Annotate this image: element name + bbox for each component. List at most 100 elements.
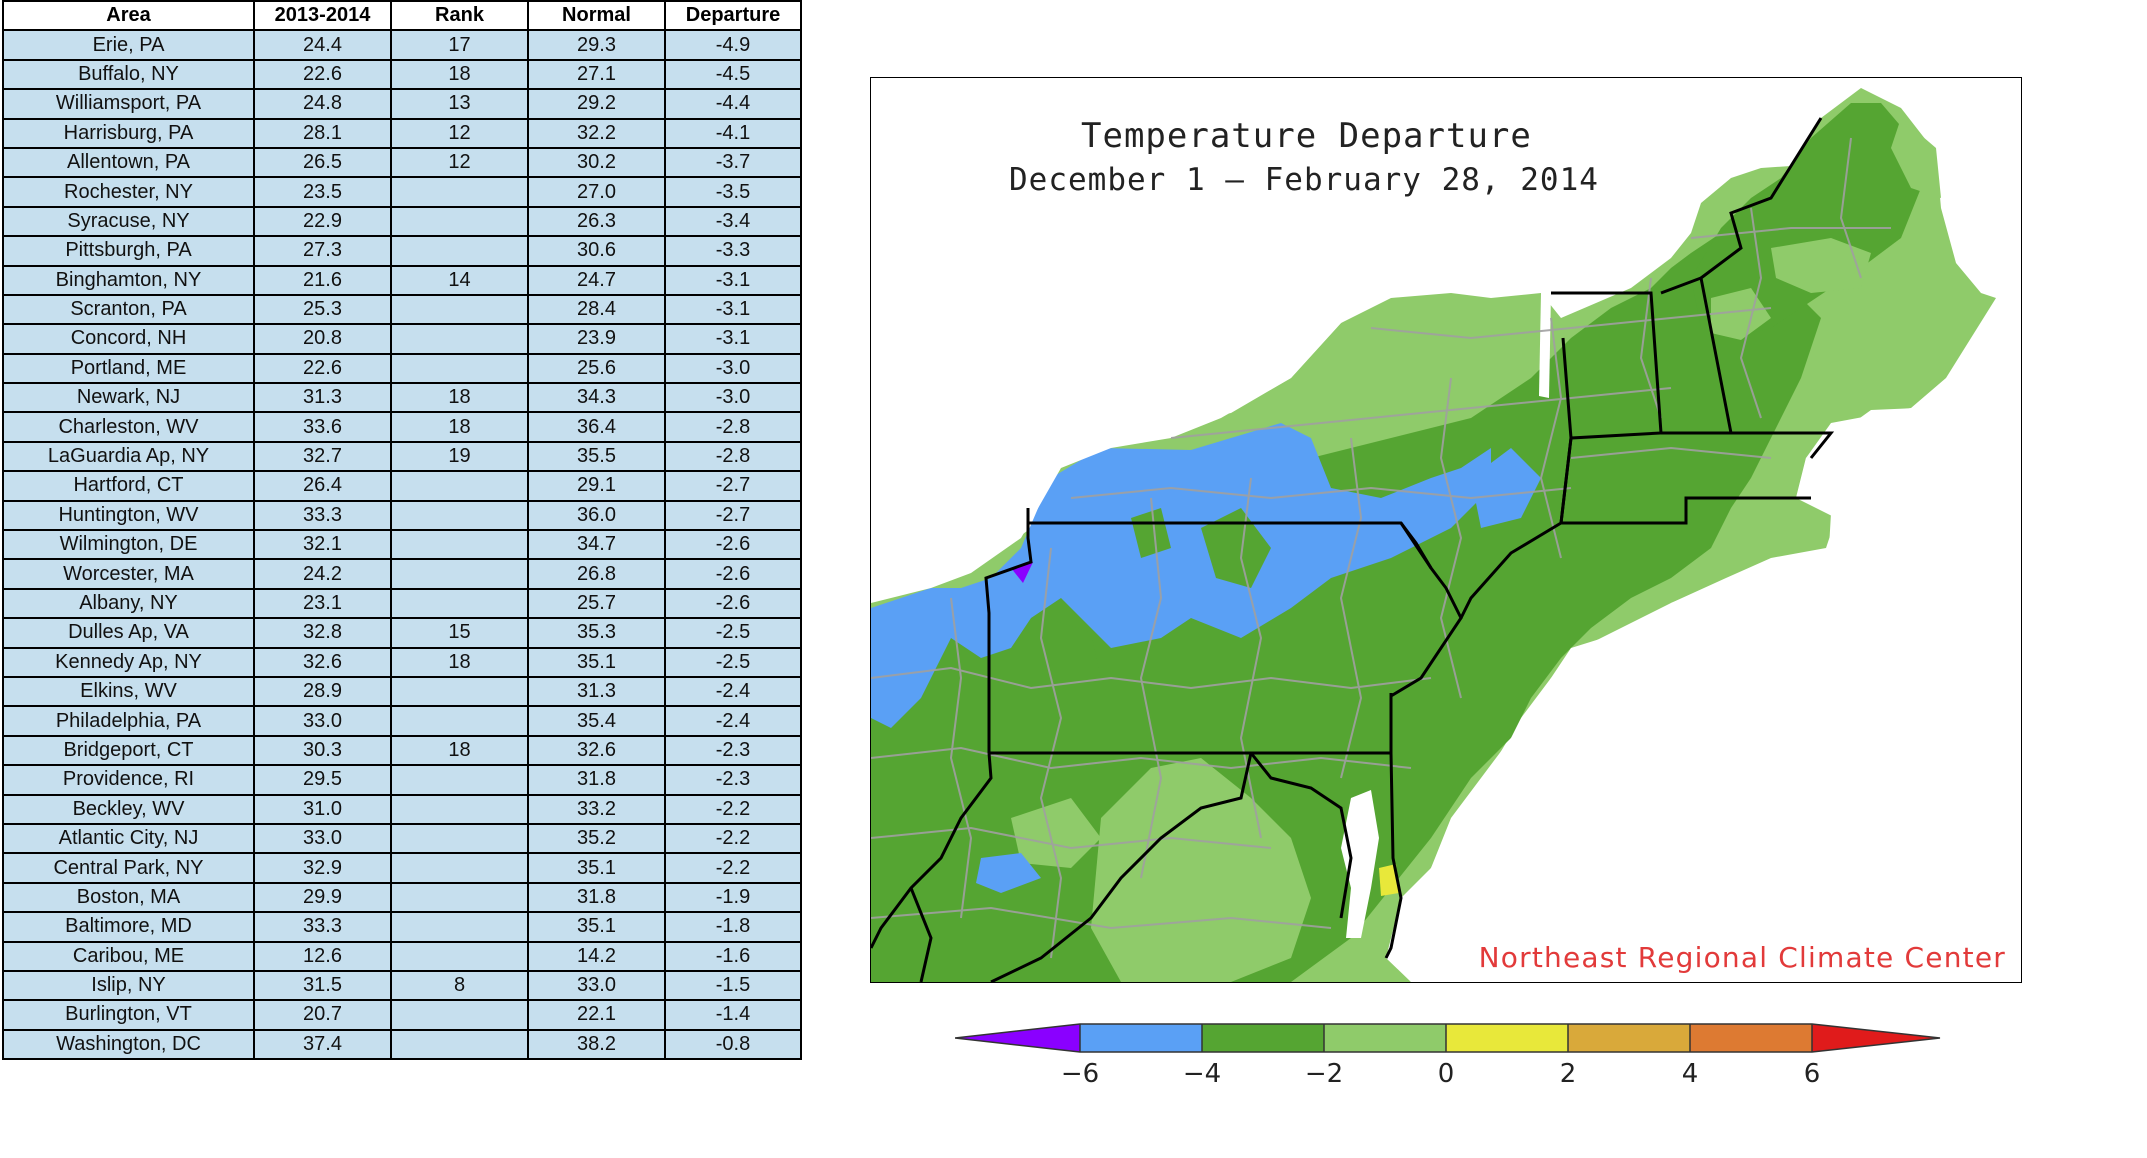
column-header-departure: Departure <box>664 0 802 32</box>
cell-area: Williamsport, PA <box>2 88 255 120</box>
table-row: Philadelphia, PA 33.0 35.4 -2.4 <box>2 705 802 737</box>
cell-normal: 35.1 <box>527 852 666 884</box>
cell-departure: -3.5 <box>664 176 802 208</box>
cell-departure: -3.1 <box>664 264 802 296</box>
cell-season-temp: 20.8 <box>253 323 392 355</box>
cell-rank <box>390 705 529 737</box>
cell-rank <box>390 323 529 355</box>
cell-area: Boston, MA <box>2 881 255 914</box>
cell-season-temp: 33.6 <box>253 411 392 443</box>
cell-season-temp: 24.2 <box>253 558 392 590</box>
cell-normal: 29.1 <box>527 470 666 502</box>
cell-normal: 35.3 <box>527 617 666 649</box>
cell-departure: -3.7 <box>664 146 802 179</box>
cell-departure: -2.5 <box>664 646 802 678</box>
cell-area: Rochester, NY <box>2 176 255 208</box>
cell-season-temp: 33.3 <box>253 911 392 943</box>
region-maine-light-a <box>1891 118 1941 198</box>
table-row: Pittsburgh, PA 27.3 30.6 -3.3 <box>2 235 802 267</box>
county-lines <box>871 137 1891 959</box>
cell-normal: 27.0 <box>527 176 666 208</box>
cell-rank: 18 <box>390 382 529 414</box>
cell-departure: -4.4 <box>664 88 802 120</box>
table-row: Burlington, VT 20.7 22.1 -1.4 <box>2 999 802 1031</box>
region-mid-light <box>1011 798 1101 868</box>
cell-area: Atlantic City, NJ <box>2 822 255 855</box>
cell-departure: -2.8 <box>664 411 802 443</box>
cell-area: Binghamton, NY <box>2 264 255 296</box>
cell-season-temp: 22.9 <box>253 205 392 238</box>
cell-season-temp: 26.5 <box>253 146 392 179</box>
table-row: Wilmington, DE 32.1 34.7 -2.6 <box>2 529 802 561</box>
legend-bin-0-to-2 <box>1446 1024 1568 1052</box>
cell-season-temp: 33.0 <box>253 705 392 737</box>
cell-area: Central Park, NY <box>2 852 255 884</box>
cell-rank <box>390 764 529 796</box>
region-zero-to-2 <box>1379 864 1399 896</box>
cell-normal: 38.2 <box>527 1028 666 1061</box>
cell-departure: -3.0 <box>664 382 802 414</box>
cell-departure: -1.6 <box>664 940 802 972</box>
cell-season-temp: 31.0 <box>253 793 392 825</box>
cell-normal: 25.6 <box>527 352 666 385</box>
cell-normal: 24.7 <box>527 264 666 296</box>
legend-arrow-high <box>1812 1024 1940 1052</box>
cell-normal: 32.2 <box>527 117 666 149</box>
cell-rank <box>390 499 529 532</box>
cell-area: Elkins, WV <box>2 675 255 708</box>
cell-departure: -3.3 <box>664 235 802 267</box>
cell-departure: -4.1 <box>664 117 802 149</box>
cell-season-temp: 32.1 <box>253 529 392 561</box>
table-row: Worcester, MA 24.2 26.8 -2.6 <box>2 558 802 590</box>
region-green-island-a <box>1201 508 1271 588</box>
cell-rank <box>390 352 529 385</box>
region-minus6-to-minus4 <box>871 423 1491 728</box>
legend-tick-label: 4 <box>1682 1059 1699 1088</box>
legend-bin-minus2-to-0 <box>1324 1024 1446 1052</box>
legend-tick-label: 0 <box>1438 1059 1455 1088</box>
region-green-island-b <box>1131 508 1171 558</box>
region-minus4-to-minus2 <box>871 228 1821 982</box>
cell-area: Caribou, ME <box>2 940 255 972</box>
state-boundaries <box>871 117 1835 982</box>
cell-departure: -1.8 <box>664 911 802 943</box>
cell-departure: -2.3 <box>664 734 802 767</box>
cell-area: Dulles Ap, VA <box>2 617 255 649</box>
atlantic-ocean <box>1391 303 2021 982</box>
table-row: Central Park, NY 32.9 35.1 -2.2 <box>2 852 802 884</box>
cell-normal: 34.3 <box>527 382 666 414</box>
cell-departure: -1.9 <box>664 881 802 914</box>
cell-area: LaGuardia Ap, NY <box>2 440 255 473</box>
cell-season-temp: 33.0 <box>253 822 392 855</box>
column-header-season: 2013-2014 <box>253 0 392 32</box>
region-blue-east <box>1471 448 1541 528</box>
table-row: Islip, NY 31.5 8 33.0 -1.5 <box>2 969 802 1002</box>
cell-departure: -0.8 <box>664 1028 802 1061</box>
map-subtitle: December 1 — February 28, 2014 <box>1009 162 1599 198</box>
cell-season-temp: 29.9 <box>253 881 392 914</box>
cell-area: Albany, NY <box>2 587 255 620</box>
table-row: Erie, PA 24.4 17 29.3 -4.9 <box>2 29 802 61</box>
cell-area: Islip, NY <box>2 969 255 1002</box>
cell-area: Beckley, WV <box>2 793 255 825</box>
cell-departure: -3.4 <box>664 205 802 238</box>
cell-season-temp: 22.6 <box>253 352 392 385</box>
map-credit-label: Northeast Regional Climate Center <box>1478 941 2006 974</box>
cell-normal: 26.8 <box>527 558 666 590</box>
cell-departure: -3.0 <box>664 352 802 385</box>
cell-season-temp: 12.6 <box>253 940 392 972</box>
cell-season-temp: 30.3 <box>253 734 392 767</box>
lake-champlain <box>1539 293 1551 398</box>
cell-departure: -2.6 <box>664 587 802 620</box>
cell-rank: 18 <box>390 646 529 678</box>
cell-season-temp: 23.1 <box>253 587 392 620</box>
cell-departure: -2.2 <box>664 852 802 884</box>
cell-departure: -3.1 <box>664 323 802 355</box>
table-row: LaGuardia Ap, NY 32.7 19 35.5 -2.8 <box>2 440 802 473</box>
cell-area: Philadelphia, PA <box>2 705 255 737</box>
cell-season-temp: 29.5 <box>253 764 392 796</box>
cell-rank <box>390 822 529 855</box>
cell-normal: 31.3 <box>527 675 666 708</box>
cell-season-temp: 21.6 <box>253 264 392 296</box>
cell-rank <box>390 587 529 620</box>
